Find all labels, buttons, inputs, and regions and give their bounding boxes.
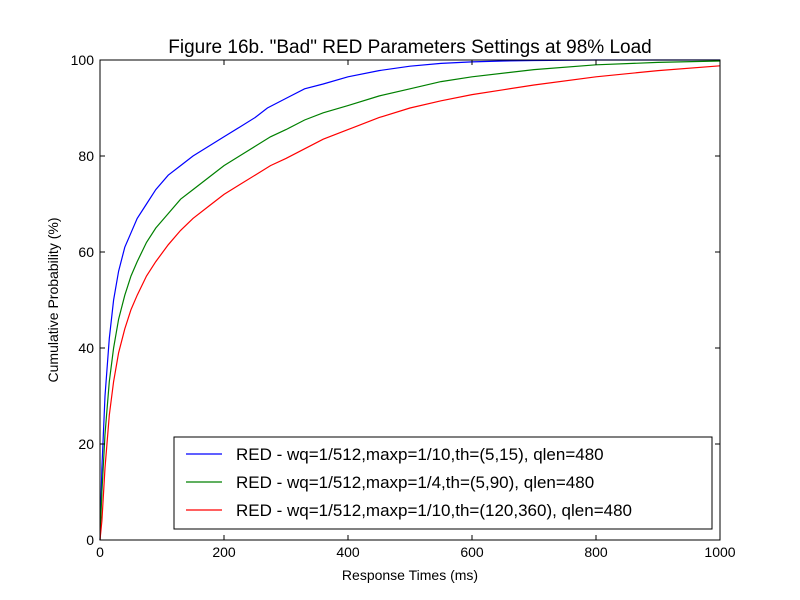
y-tick-label: 80 bbox=[78, 148, 94, 164]
legend: RED - wq=1/512,maxp=1/10,th=(5,15), qlen… bbox=[173, 436, 713, 530]
x-tick-label: 600 bbox=[460, 544, 484, 560]
series-line-2 bbox=[99, 60, 721, 541]
y-tick-label: 20 bbox=[78, 436, 94, 452]
y-tick-label: 0 bbox=[86, 532, 94, 548]
y-axis-label: Cumulative Probability (%) bbox=[45, 218, 61, 383]
x-tick-label: 200 bbox=[212, 544, 236, 560]
y-tick-label: 40 bbox=[78, 340, 94, 356]
x-tick-label: 1000 bbox=[704, 544, 735, 560]
legend-label-2: RED - wq=1/512,maxp=1/4,th=(5,90), qlen=… bbox=[236, 473, 594, 492]
legend-label-3: RED - wq=1/512,maxp=1/10,th=(120,360), q… bbox=[236, 501, 632, 520]
x-axis: 0 200 400 600 800 1000 bbox=[96, 60, 736, 560]
y-axis: 0 20 40 60 80 100 bbox=[71, 52, 720, 548]
x-tick-label: 400 bbox=[336, 544, 360, 560]
plot-frame bbox=[99, 59, 721, 541]
series-layer bbox=[99, 59, 721, 541]
x-axis-label: Response Times (ms) bbox=[342, 567, 478, 583]
y-tick-label: 100 bbox=[71, 52, 95, 68]
legend-label-1: RED - wq=1/512,maxp=1/10,th=(5,15), qlen… bbox=[236, 445, 604, 464]
series-line-3 bbox=[99, 65, 721, 541]
legend-box bbox=[173, 436, 713, 530]
chart-title: Figure 16b. "Bad" RED Parameters Setting… bbox=[168, 37, 651, 58]
y-tick-label: 60 bbox=[78, 244, 94, 260]
series-line-1 bbox=[99, 59, 720, 541]
x-tick-label: 800 bbox=[584, 544, 608, 560]
x-tick-label: 0 bbox=[96, 544, 104, 560]
